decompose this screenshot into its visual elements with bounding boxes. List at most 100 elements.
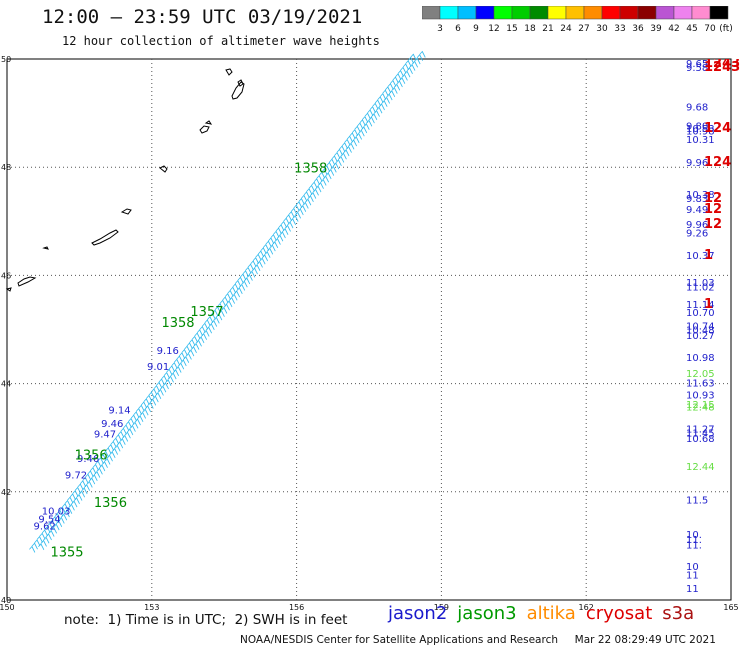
track-mark: 7 [101, 460, 112, 471]
track-mark: 7 [233, 290, 244, 301]
satellite-legend: jason2 jason3 altika cryosat s3a [388, 603, 704, 624]
track-mark: 7 [223, 303, 234, 314]
track-mark: 7 [218, 309, 229, 320]
track-mark: 7 [106, 454, 117, 465]
track-mark: 7 [94, 460, 105, 471]
colorbar-tick-label: 27 [578, 24, 589, 34]
track-swh-label: 9.16 [157, 346, 179, 357]
track-mark: 7 [262, 243, 273, 254]
track-mark: 7 [171, 361, 182, 372]
lat-tick-label: 46 [1, 271, 11, 280]
track-mark: 7 [379, 92, 390, 103]
track-mark: 7 [247, 263, 258, 274]
track-mark: 7 [346, 135, 357, 146]
track-mark: 7 [168, 365, 179, 376]
track-mark: 7 [93, 470, 104, 481]
colorbar-tick-label: 12 [488, 24, 499, 34]
track-mark: 7 [283, 217, 294, 228]
track-mark: 7 [363, 122, 374, 133]
edge-swh-label: 11.5 [686, 496, 708, 507]
track-mark: 7 [255, 253, 266, 264]
track-mark: 7 [372, 102, 383, 113]
track-mark: 7 [269, 244, 280, 255]
edge-swh-label: 11 [686, 570, 699, 581]
edge-swh-label: 11.03 [686, 278, 715, 289]
track-mark: 7 [61, 502, 72, 513]
track-mark: 7 [419, 50, 430, 61]
track-mark: 7 [340, 152, 351, 163]
track-mark: 7 [58, 516, 69, 527]
track-mark: 7 [44, 525, 55, 536]
track-mark: 7 [88, 477, 99, 488]
track-mark: 7 [166, 368, 177, 379]
track-mark: 7 [403, 70, 414, 81]
track-swh-label: 9.46 [77, 454, 99, 465]
track-mark: 7 [164, 378, 175, 389]
track-mark: 7 [82, 476, 93, 487]
lat-tick-label: 40 [1, 596, 11, 605]
track-mark: 7 [298, 197, 309, 208]
track-mark: 7 [176, 355, 187, 366]
track-mark: 7 [210, 319, 221, 330]
track-mark: 7 [260, 246, 271, 257]
track-mark: 7 [293, 204, 304, 215]
track-mark: 7 [194, 332, 205, 343]
track-mark: 7 [204, 319, 215, 330]
track-mark: 7 [86, 480, 97, 491]
colorbar-tick-label: 9 [473, 24, 479, 34]
track-mark: 7 [326, 161, 337, 172]
track-mark: 7 [366, 109, 377, 120]
edge-swh-label: 9.83 [686, 194, 708, 205]
edge-swh-label: 12.48 [686, 403, 715, 414]
coastline [42, 246, 49, 250]
track-mark: 7 [375, 106, 386, 117]
track-mark: 7 [342, 149, 353, 160]
track-mark: 7 [285, 214, 296, 225]
colorbar-tick-label: 18 [524, 24, 536, 34]
track-mark: 7 [224, 292, 235, 303]
track-mark: 7 [140, 401, 151, 412]
track-mark: 7 [387, 82, 398, 93]
track-mark: 7 [295, 200, 306, 211]
track-mark: 7 [213, 316, 224, 327]
track-mark: 7 [46, 522, 57, 533]
track-mark: 7 [411, 60, 422, 71]
track-mark: 7 [79, 479, 90, 490]
track-mark: 7 [122, 424, 133, 435]
track-mark: 7 [37, 542, 48, 553]
track-mark: 7 [50, 526, 61, 537]
track-mark: 7 [378, 103, 389, 114]
track-mark: 7 [220, 306, 231, 317]
track-mark: 7 [253, 263, 264, 274]
edge-swh-label: 10.37 [686, 251, 715, 262]
track-mark: 7 [284, 224, 295, 235]
edge-swh-label: 1243 [704, 56, 740, 71]
coastline [225, 68, 233, 76]
edge-swh-label: 10.74 [686, 322, 715, 333]
lon-tick-label: 150 [0, 603, 15, 612]
track-mark: 7 [69, 493, 80, 504]
track-mark: 7 [292, 214, 303, 225]
track-mark: 7 [159, 385, 170, 396]
track-mark: 7 [206, 315, 217, 326]
track-mark: 7 [325, 171, 336, 182]
edge-swh-label: 12.05 [686, 369, 715, 380]
edge-swh-label: 11.14 [686, 300, 715, 311]
track-mark: 7 [229, 286, 240, 297]
track-mark: 7 [225, 299, 236, 310]
track-mark: 7 [405, 59, 416, 70]
track-mark: 7 [188, 338, 199, 349]
colorbar-tick-label: 3 [437, 24, 443, 34]
track-mark: 7 [359, 118, 370, 129]
lat-tick-label: 42 [1, 488, 11, 497]
track-mark: 7 [388, 89, 399, 100]
track-mark: 7 [302, 201, 313, 212]
track-mark: 7 [109, 450, 120, 461]
track-mark: 7 [178, 351, 189, 362]
track-mark: 7 [115, 433, 126, 444]
edge-swh-label: 9.26 [686, 228, 708, 239]
colorbar-tick-label: 45 [686, 24, 697, 34]
edge-swh-label: 10.53 [686, 124, 715, 135]
track-mark: 7 [78, 490, 89, 501]
